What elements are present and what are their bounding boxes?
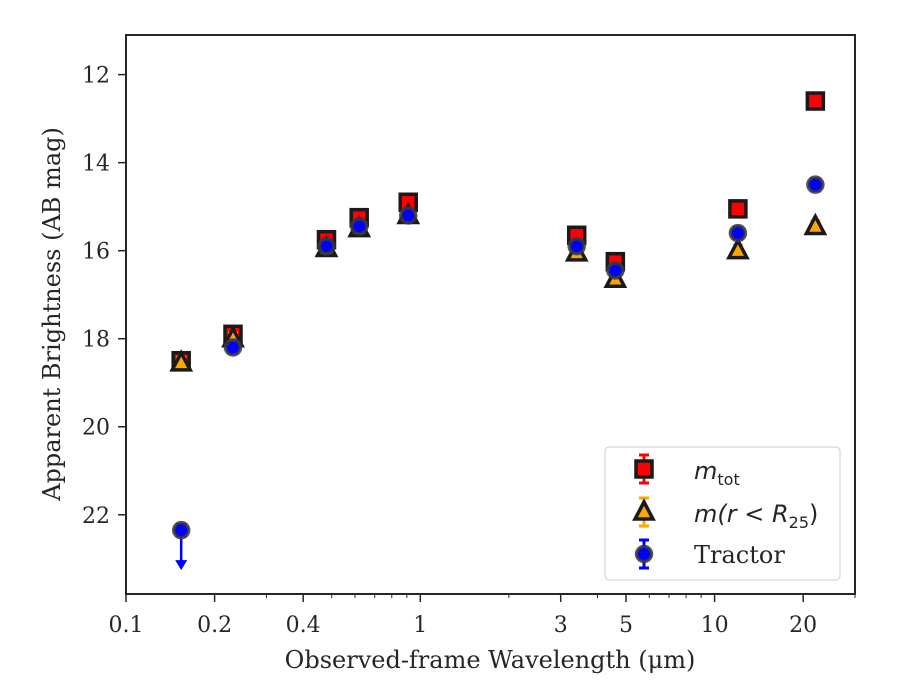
square-point xyxy=(728,199,748,219)
circle-point xyxy=(806,175,825,194)
legend-label-tractor: Tractor xyxy=(694,541,785,569)
y-tick-label: 20 xyxy=(82,416,110,441)
x-tick-label: 5 xyxy=(619,613,633,638)
legend: mtot m(r < R25) Tractor xyxy=(604,446,841,581)
y-tick-label: 14 xyxy=(82,152,110,177)
x-tick-label: 1 xyxy=(413,613,427,638)
legend-mr-sub: 25 xyxy=(789,513,809,532)
x-tick-label: 3 xyxy=(554,613,568,638)
triangle-point xyxy=(803,212,828,236)
legend-mr-end: ) xyxy=(809,500,818,528)
upper-limit-arrowhead xyxy=(175,560,188,571)
circle-point xyxy=(728,223,748,243)
y-tick-label: 12 xyxy=(82,64,110,89)
legend-box xyxy=(604,446,841,581)
x-axis-label: Observed-frame Wavelength (μm) xyxy=(285,646,696,674)
legend-mtot-sub: tot xyxy=(717,470,739,489)
legend-circle-symbol xyxy=(634,544,654,564)
axis-ticks: 0.1 0.2 0.4 1 3 5 10 20 12 14 16 18 20 22 xyxy=(82,64,856,638)
legend-triangle-symbol xyxy=(632,498,656,521)
legend-mr-main: m(r < R xyxy=(694,500,789,528)
data-marks xyxy=(169,91,828,571)
circle-point xyxy=(223,338,243,357)
x-tick-label: 0.2 xyxy=(197,613,232,638)
y-tick-label: 18 xyxy=(82,328,110,353)
circle-point xyxy=(567,237,586,256)
x-tick-label: 10 xyxy=(701,613,729,638)
triangle-point xyxy=(169,349,194,372)
triangle-point xyxy=(725,236,750,260)
plot-frame xyxy=(125,34,856,595)
legend-symbols xyxy=(632,453,656,570)
circle-point xyxy=(606,261,625,280)
legend-mtot-main: m xyxy=(694,457,717,485)
legend-label-mr: m(r < R25) xyxy=(694,500,818,532)
x-tick-label: 0.1 xyxy=(109,613,144,638)
circle-point xyxy=(317,237,336,256)
circle-point xyxy=(349,217,369,236)
legend-label-mtot: mtot xyxy=(694,457,740,489)
legend-square-symbol xyxy=(634,459,654,479)
circle-point xyxy=(171,520,191,540)
x-tick-label: 20 xyxy=(789,613,817,638)
square-point xyxy=(805,91,826,111)
y-tick-label: 22 xyxy=(82,504,110,529)
y-tick-label: 16 xyxy=(82,240,110,265)
y-axis-label: Apparent Brightness (AB mag) xyxy=(38,127,66,502)
x-tick-label: 0.4 xyxy=(286,613,321,638)
circle-point xyxy=(398,206,418,225)
